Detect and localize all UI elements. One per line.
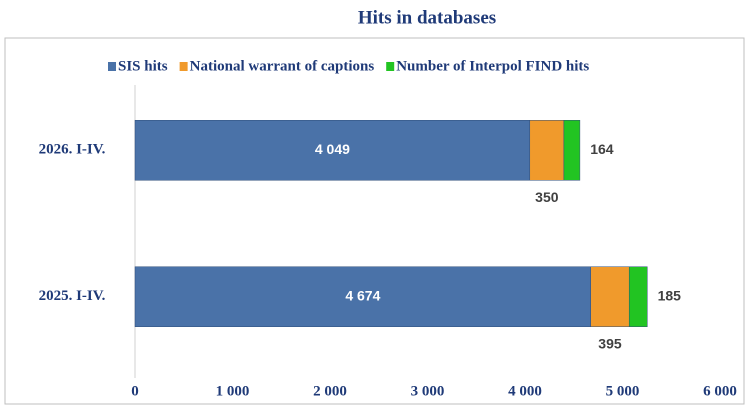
data-label: 350 (535, 189, 559, 205)
legend-swatch (108, 62, 116, 71)
x-tick-label: 3 000 (411, 383, 445, 399)
legend-label: National warrant of captions (190, 58, 375, 74)
bar-segment (563, 120, 581, 181)
data-label: 4 674 (345, 287, 380, 303)
bar-segment (134, 120, 531, 181)
x-tick-label: 5 000 (606, 383, 640, 399)
data-label: 164 (590, 141, 614, 157)
x-tick-label: 1 000 (216, 383, 250, 399)
x-tick-label: 0 (131, 383, 139, 399)
data-label: 4 049 (315, 141, 350, 157)
bar-segment (134, 266, 591, 327)
x-tick-label: 4 000 (508, 383, 542, 399)
category-label: 2026. I-IV. (39, 142, 106, 158)
x-tick-label: 6 000 (703, 383, 737, 399)
legend-swatch (179, 62, 188, 71)
chart-title: Hits in databases (358, 7, 496, 28)
legend-swatch (386, 62, 395, 71)
bar-segment (529, 120, 565, 181)
category-label: 2025. I-IV. (39, 288, 106, 304)
bar-segment (628, 266, 648, 327)
x-tick-label: 2 000 (313, 383, 347, 399)
legend-label: SIS hits (118, 58, 168, 74)
data-label: 185 (658, 287, 682, 303)
plot-border (4, 37, 745, 405)
data-label: 395 (598, 335, 622, 351)
bar-segment (590, 266, 630, 327)
legend-label: Number of Interpol FIND hits (396, 58, 589, 74)
